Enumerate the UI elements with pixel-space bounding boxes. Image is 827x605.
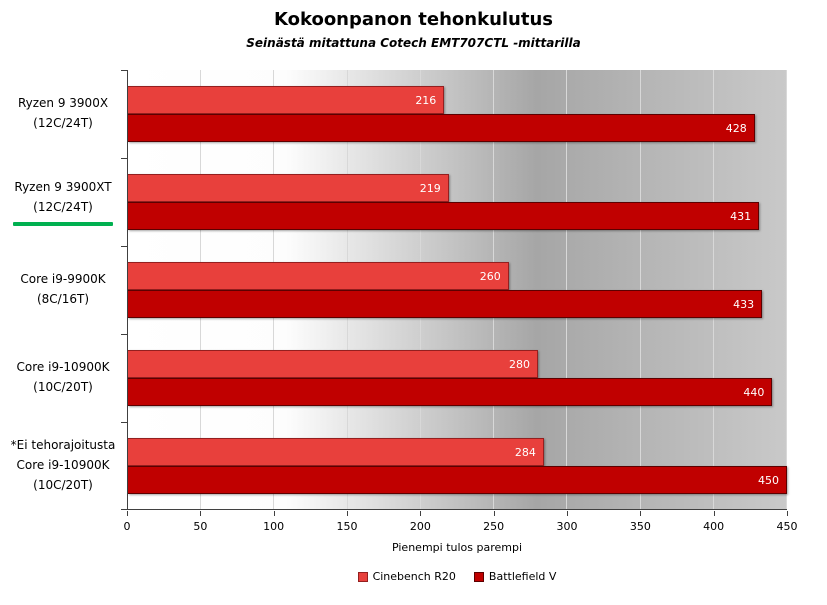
legend-item-battlefield-v: Battlefield V <box>473 570 557 583</box>
chart-title: Kokoonpanon tehonkulutus <box>273 9 554 30</box>
legend-swatch-battlefield-v <box>473 571 484 582</box>
y-axis-tick-mark <box>121 246 128 247</box>
category-label: *Ei tehorajoitusta Core i9-10900K (10C/20T… <box>2 422 124 510</box>
bar-value-label: 450 <box>758 473 779 487</box>
legend-label: Cinebench R20 <box>372 570 456 583</box>
bar-value-label: 216 <box>415 93 437 107</box>
bar-battlefield-v: 440 <box>128 378 773 406</box>
x-tick-mark <box>640 511 642 516</box>
category-label-line: Core i9-9900K <box>20 272 106 287</box>
category-label-line: (10C/20T) <box>33 380 93 394</box>
bar-cinebench-r20: 216 <box>128 86 445 114</box>
x-tick-mark <box>567 511 568 516</box>
x-tick-label: 350 <box>629 520 651 533</box>
bar-cinebench-r20: 284 <box>128 438 544 466</box>
chart-subtitle: Seinästä mitattuna Cotech EMT707CTL -mit… <box>246 36 581 50</box>
bar-value-label: 431 <box>730 209 752 223</box>
bar-value-label: 219 <box>419 181 441 195</box>
highlight-underline <box>13 222 113 227</box>
category-label: Core i9-10900K (10C/20T) <box>2 334 124 422</box>
legend-item-cinebench-r20: Cinebench R20 <box>357 570 456 583</box>
category-axis: Ryzen 9 3900X (12C/24T) Ryzen 9 3900XT (12C… <box>2 70 124 510</box>
bar-group: 216 428 <box>128 70 787 158</box>
bar-value-label: 433 <box>733 297 755 311</box>
y-axis-tick-mark <box>121 70 128 71</box>
category-label-line: Core i9-10900K <box>16 458 110 473</box>
plot-area: 216 428 219 431 260 433 280 440 284 450 <box>121 70 787 510</box>
bar-value-label: 428 <box>725 121 747 135</box>
bar-cinebench-r20: 219 <box>128 174 449 202</box>
category-label-line: Ryzen 9 3900XT <box>14 179 112 194</box>
x-tick-mark <box>493 511 495 516</box>
x-tick-mark <box>787 511 788 516</box>
x-axis-ticks: 0 50 100 150 200 250 300 350 400 450 <box>123 510 798 540</box>
gridline <box>712 70 714 509</box>
bar-group: 260 433 <box>128 246 787 334</box>
category-label-line: Core i9-10900K <box>16 360 110 375</box>
bar-battlefield-v: 431 <box>128 202 760 230</box>
legend-swatch-cinebench-r20 <box>357 571 368 582</box>
x-tick-label: 150 <box>336 520 358 533</box>
bar-value-label: 284 <box>514 445 536 459</box>
x-tick-mark <box>127 511 128 516</box>
category-label-line: Ryzen 9 3900X <box>17 96 109 111</box>
x-tick-mark <box>200 511 202 516</box>
bar-battlefield-v: 433 <box>128 290 763 318</box>
category-label: Ryzen 9 3900XT (12C/24T) <box>2 158 124 246</box>
x-axis-title: Pienempi tulos parempi <box>391 541 523 554</box>
x-tick-label: 50 <box>193 520 208 533</box>
x-tick-label: 100 <box>263 520 285 533</box>
bar-value-label: 280 <box>509 357 531 371</box>
bar-cinebench-r20: 260 <box>128 262 509 290</box>
bar-cinebench-r20: 280 <box>128 350 539 378</box>
x-tick-label: 200 <box>409 520 431 533</box>
x-tick-label: 400 <box>703 520 725 533</box>
category-label: Ryzen 9 3900X (12C/24T) <box>2 70 124 158</box>
category-label-line: (12C/24T) <box>33 116 93 130</box>
legend-label: Battlefield V <box>488 570 557 583</box>
gridline <box>566 70 568 509</box>
bar-battlefield-v: 450 <box>128 466 787 494</box>
y-axis-tick-mark <box>121 334 128 335</box>
gridline <box>786 70 787 509</box>
x-tick-mark <box>713 511 715 516</box>
y-axis-tick-mark <box>121 422 128 423</box>
bar-value-label: 260 <box>479 269 501 283</box>
bar-battlefield-v: 428 <box>128 114 755 142</box>
bar-value-label: 440 <box>743 385 765 399</box>
category-label-line: (12C/24T) <box>33 199 93 214</box>
category-label-line: *Ei tehorajoitusta <box>10 438 116 453</box>
x-tick-label: 450 <box>776 520 798 533</box>
legend: Cinebench R20 Battlefield V <box>127 570 787 583</box>
bar-group: 219 431 <box>128 158 787 246</box>
x-tick-label: 300 <box>556 520 578 533</box>
x-tick-label: 250 <box>483 520 505 533</box>
x-tick-mark <box>273 511 275 516</box>
x-tick-mark <box>420 511 422 516</box>
x-tick-label: 0 <box>123 520 131 533</box>
y-axis-tick-mark <box>121 158 128 159</box>
bar-group: 284 450 <box>128 422 787 510</box>
x-tick-mark <box>347 511 348 516</box>
gridline <box>639 70 641 509</box>
bar-group: 280 440 <box>128 334 787 422</box>
y-axis-tick-mark <box>121 509 128 510</box>
category-label: Core i9-9900K (8C/16T) <box>2 246 124 334</box>
category-label-line: (10C/20T) <box>33 477 93 492</box>
category-label-line: (8C/16T) <box>36 292 90 306</box>
